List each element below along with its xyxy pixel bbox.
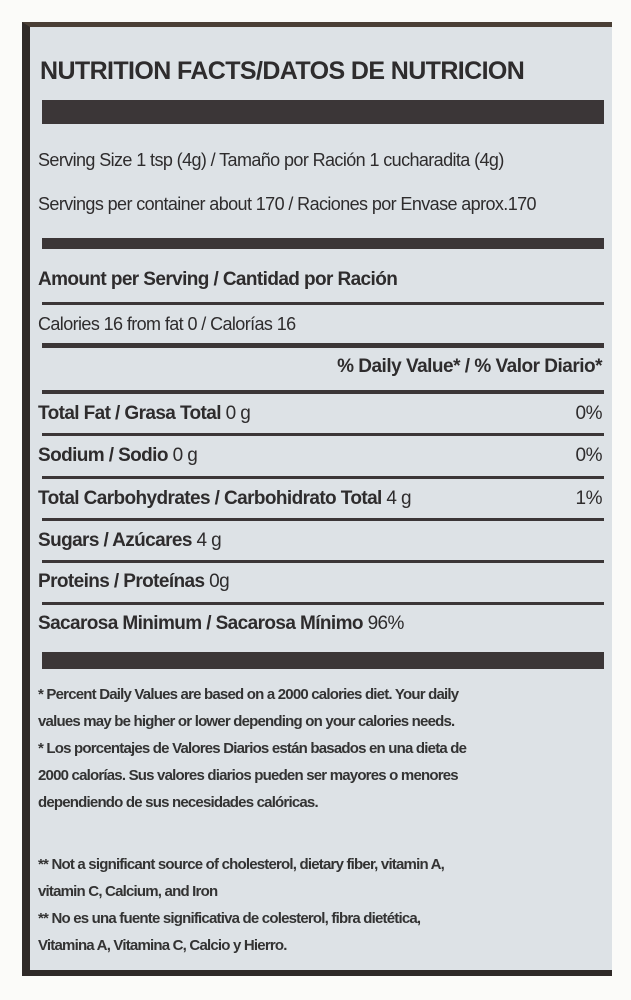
amount-per-serving: Amount per Serving / Cantidad por Ración — [38, 269, 398, 290]
thick-divider — [42, 652, 604, 669]
nutrient-dv: 0% — [575, 445, 603, 466]
nutrient-dv: 0% — [575, 403, 603, 424]
nutrient-name: Sugars / Azúcares 4 g — [38, 530, 222, 551]
divider — [42, 238, 604, 249]
serving-size: Serving Size 1 tsp (4g) / Tamaño por Rac… — [38, 150, 504, 170]
divider — [42, 343, 604, 348]
divider — [42, 476, 604, 479]
nutrient-name: Total Carbohydrates / Carbohidrato Total… — [38, 488, 412, 509]
divider — [42, 302, 604, 305]
daily-value-header: % Daily Value* / % Valor Diario* — [337, 356, 602, 377]
nutrient-name: Sacarosa Minimum / Sacarosa Mínimo 96% — [38, 613, 404, 634]
divider — [42, 433, 604, 436]
nutrient-name: Total Fat / Grasa Total 0 g — [38, 403, 251, 424]
divider — [42, 560, 604, 563]
nutrient-name: Proteins / Proteínas 0g — [38, 571, 230, 592]
footnote-line: dependiendo de sus necesidades calóricas… — [38, 794, 319, 811]
footnote-line: * Los porcentajes de Valores Diarios est… — [38, 740, 467, 757]
calories: Calories 16 from fat 0 / Calorías 16 — [38, 314, 296, 334]
thick-divider — [42, 100, 604, 124]
footnote-line: ** No es una fuente significativa de col… — [38, 910, 421, 927]
divider — [42, 602, 604, 605]
nutrient-dv: 1% — [575, 488, 603, 509]
divider — [42, 390, 604, 394]
label-title: NUTRITION FACTS/DATOS DE NUTRICION — [40, 57, 525, 85]
nutrient-name: Sodium / Sodio 0 g — [38, 445, 198, 466]
divider — [42, 518, 604, 521]
footnote-line: vitamin C, Calcium, and Iron — [38, 883, 218, 900]
footnote-line: ** Not a significant source of cholester… — [38, 856, 445, 873]
footnote-line: values may be higher or lower depending … — [38, 713, 455, 730]
nutrition-label: NUTRITION FACTS/DATOS DE NUTRICION Servi… — [22, 22, 612, 976]
servings-per-container: Servings per container about 170 / Racio… — [38, 194, 537, 214]
footnote-line: 2000 calorías. Sus valores diarios puede… — [38, 767, 459, 784]
footnote-line: * Percent Daily Values are based on a 20… — [38, 686, 459, 703]
footnote-line: Vitamina A, Vitamina C, Calcio y Hierro. — [38, 937, 287, 954]
